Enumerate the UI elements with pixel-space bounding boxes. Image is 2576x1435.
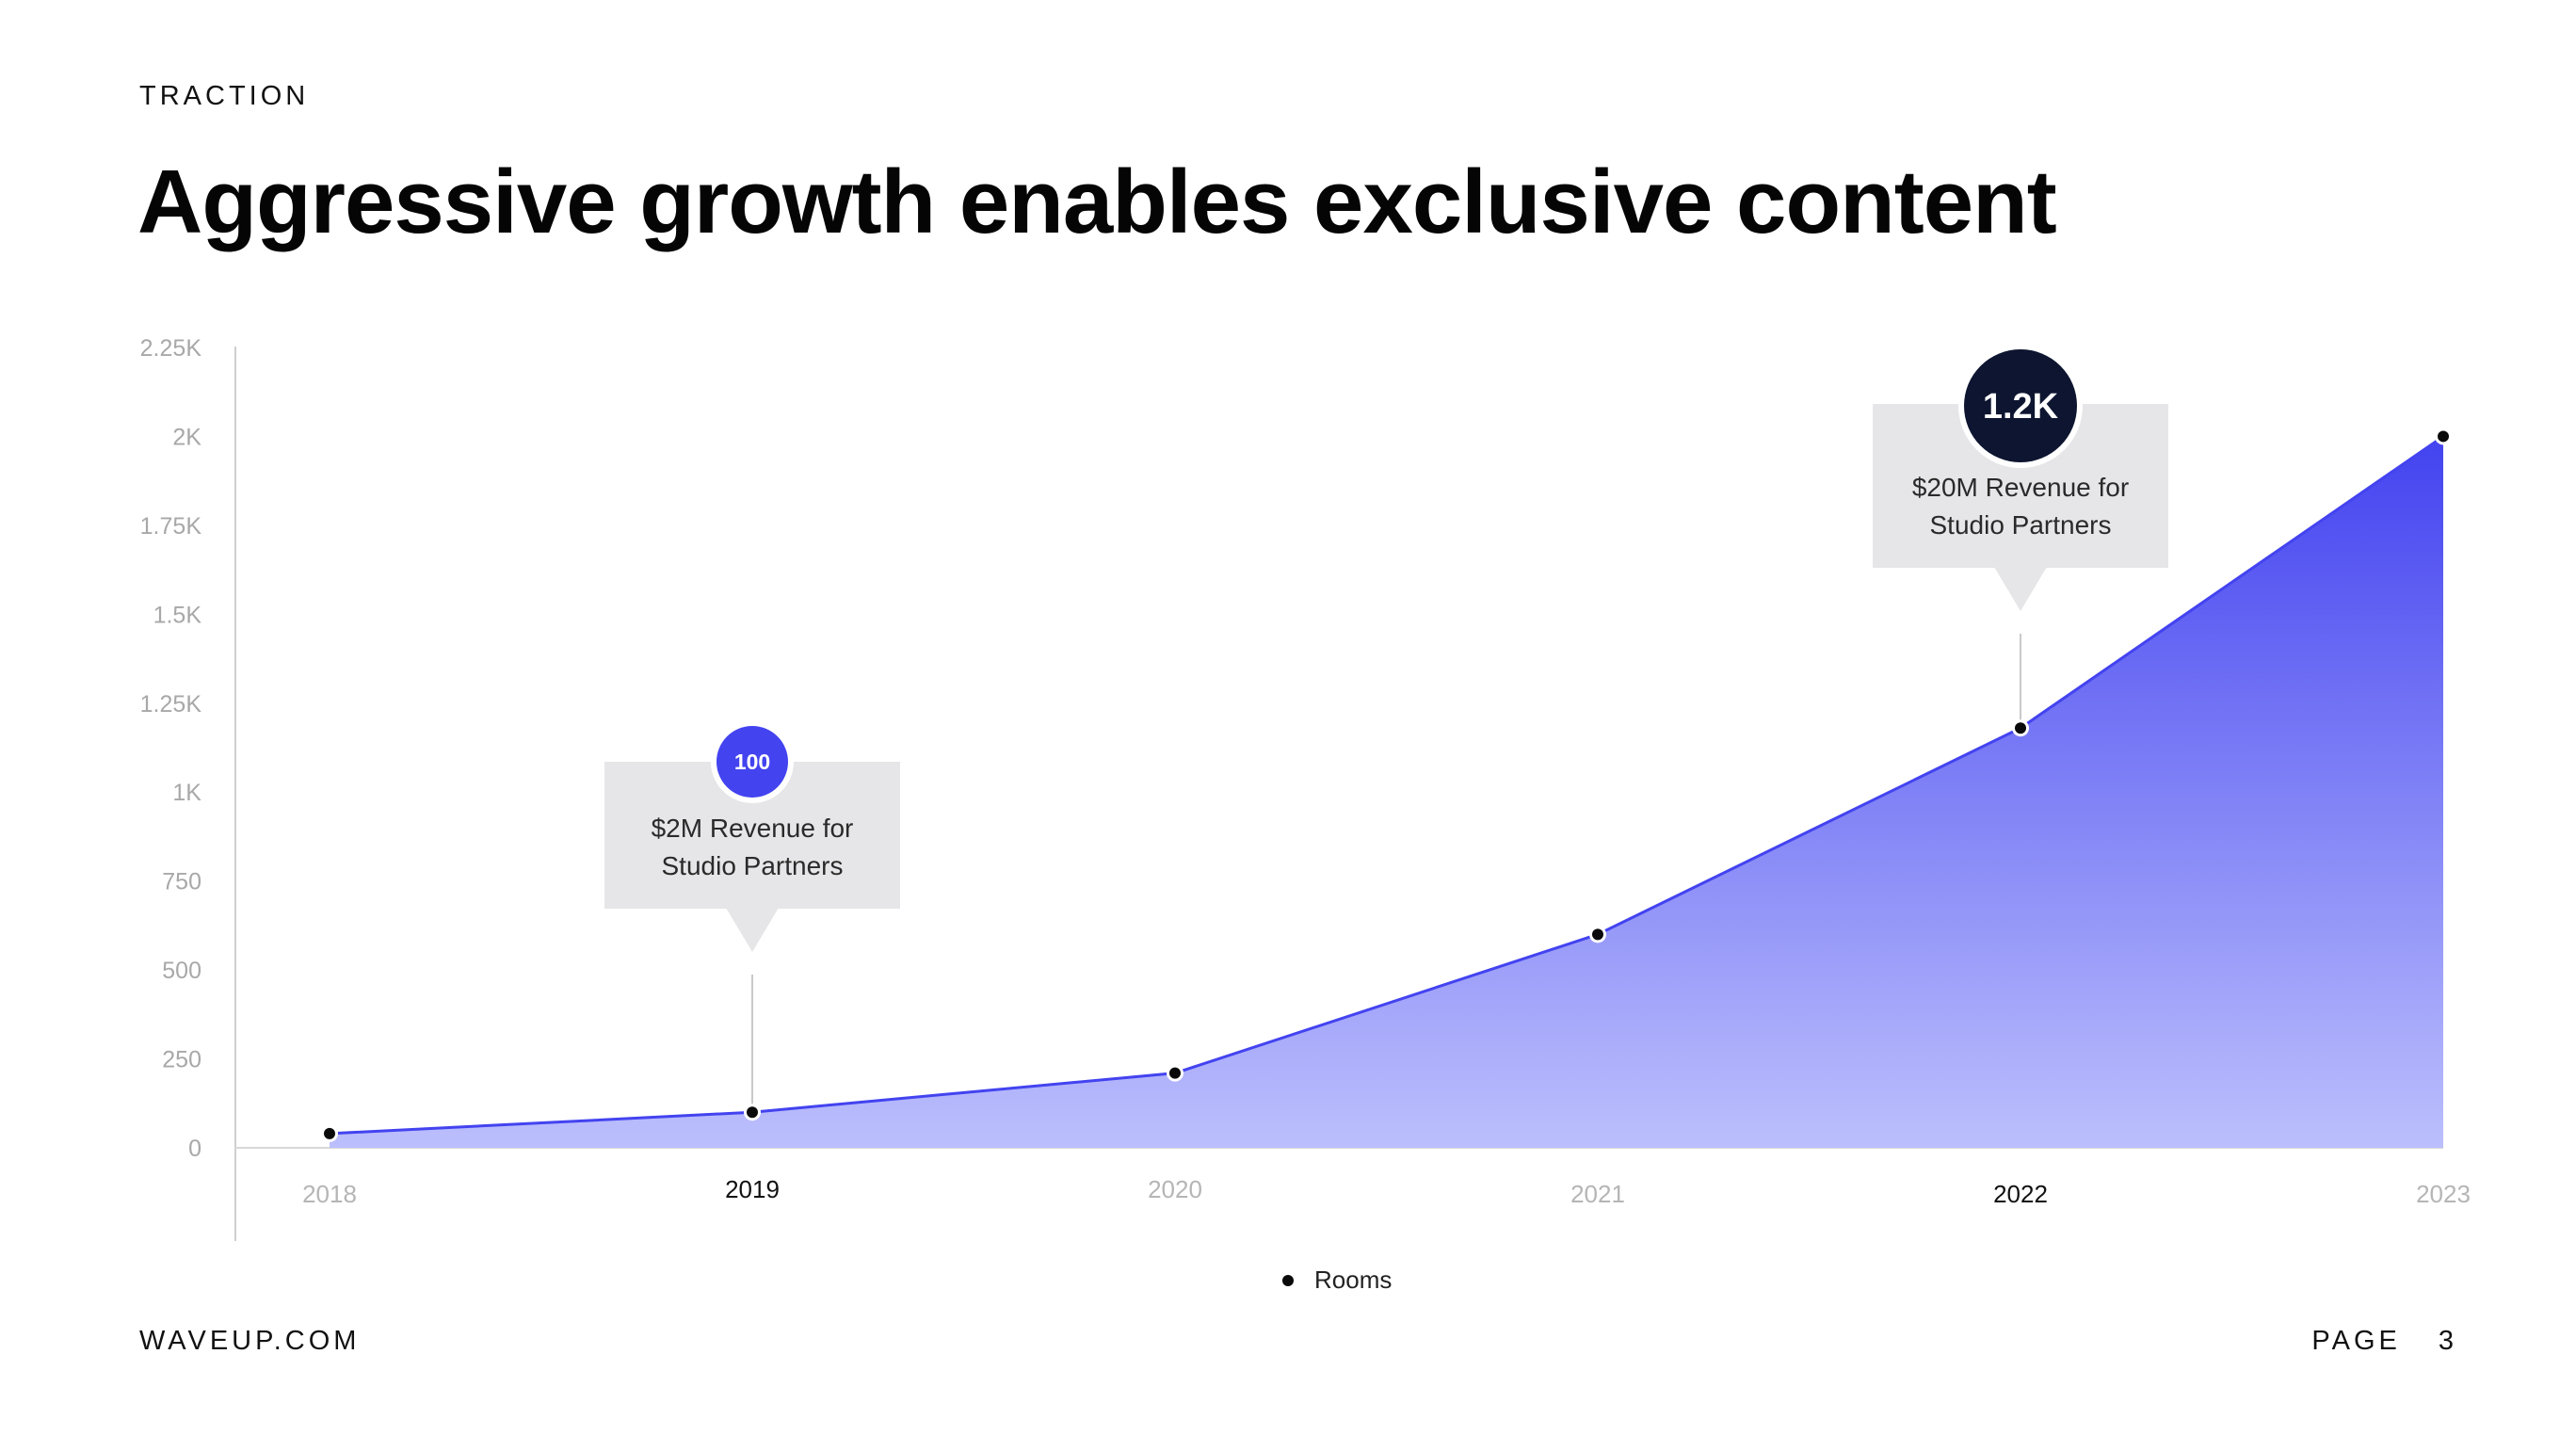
annotation-callout: $2M Revenue for Studio Partners 100	[604, 720, 900, 1105]
x-tick-label: 2018	[302, 1180, 357, 1208]
y-tick-label: 750	[162, 869, 201, 895]
annotation-callout: $20M Revenue for Studio Partners 1.2K	[1873, 344, 2168, 721]
data-point	[747, 1106, 758, 1119]
callout-text: $20M Revenue for	[1912, 473, 2129, 502]
callout-text: Studio Partners	[662, 851, 844, 880]
y-tick-label: 2K	[172, 424, 201, 450]
section-eyebrow: TRACTION	[139, 81, 310, 111]
badge-circle	[1964, 349, 2077, 462]
y-tick-label: 500	[162, 958, 201, 984]
y-tick-label: 1K	[172, 780, 201, 806]
page-number: 3	[2438, 1326, 2457, 1356]
callout-text: Studio Partners	[1930, 510, 2112, 540]
y-tick-label: 1.75K	[140, 513, 202, 540]
callout-pointer	[1994, 567, 2047, 611]
data-point	[1592, 928, 1603, 941]
chart-legend: Rooms	[1282, 1266, 1392, 1295]
y-tick-label: 1.5K	[153, 602, 202, 628]
series-line-rooms	[329, 435, 2444, 1136]
x-tick-label: 2020	[1148, 1175, 1202, 1203]
footer-site: WAVEUP.COM	[139, 1326, 361, 1356]
page-label: PAGE	[2311, 1326, 2401, 1356]
page-title: Aggressive growth enables exclusive cont…	[137, 152, 2057, 252]
x-tick-label: 2021	[1570, 1180, 1625, 1208]
data-point	[2438, 430, 2449, 443]
series-area-rooms	[330, 436, 2443, 1148]
legend-label-rooms: Rooms	[1314, 1266, 1393, 1294]
y-tick-label: 0	[188, 1136, 201, 1162]
callout-text: $2M Revenue for	[652, 814, 854, 843]
data-point	[2015, 722, 2026, 734]
badge-value: 100	[734, 750, 770, 774]
y-tick-label: 1.25K	[140, 691, 202, 718]
y-tick-label: 2.25K	[140, 335, 202, 362]
badge-circle	[716, 726, 788, 798]
legend-dot-icon	[1282, 1274, 1294, 1286]
y-tick-label: 250	[162, 1047, 201, 1073]
x-tick-label: 2023	[2416, 1180, 2471, 1208]
x-tick-label: 2019	[725, 1175, 780, 1203]
footer-page: PAGE 3	[2311, 1326, 2457, 1357]
badge-value: 1.2K	[1983, 387, 2059, 427]
x-tick-label: 2022	[1993, 1180, 2048, 1208]
data-point	[324, 1127, 335, 1139]
callout-pointer	[726, 908, 779, 952]
data-point	[1169, 1067, 1181, 1079]
